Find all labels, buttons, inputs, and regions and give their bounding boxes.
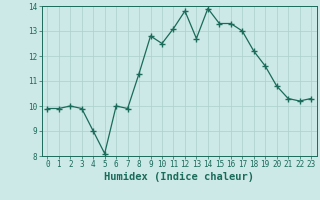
X-axis label: Humidex (Indice chaleur): Humidex (Indice chaleur) — [104, 172, 254, 182]
